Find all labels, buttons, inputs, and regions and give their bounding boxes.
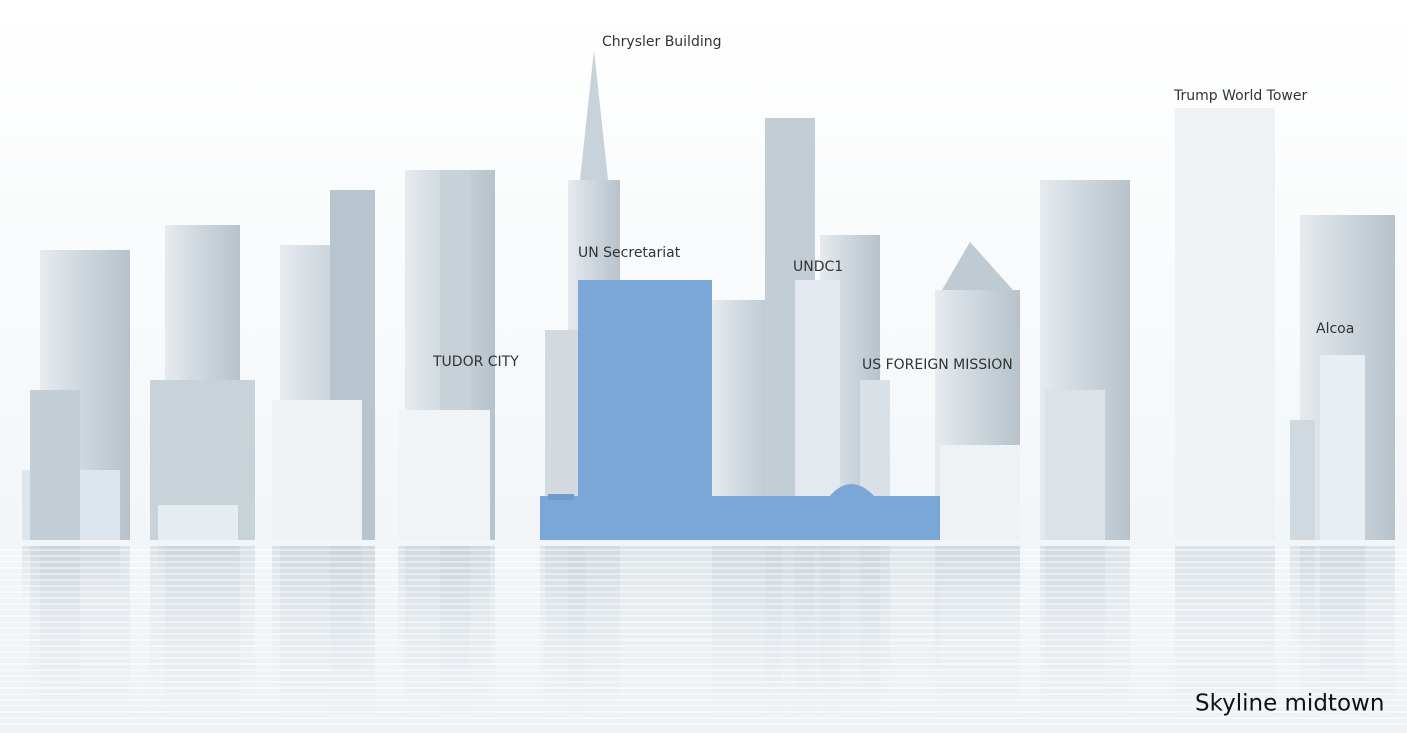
building <box>940 445 1020 540</box>
un-low-block <box>540 496 940 540</box>
building <box>158 505 238 540</box>
building-label: UN Secretariat <box>578 245 681 261</box>
caption: Skyline midtown <box>1195 691 1384 717</box>
reflections <box>0 546 1407 725</box>
building <box>1290 420 1315 540</box>
building <box>398 410 490 540</box>
building-label: UNDC1 <box>793 259 843 275</box>
building-label: Chrysler Building <box>602 34 722 50</box>
building-reflection <box>1290 546 1315 666</box>
buildings <box>22 50 1395 540</box>
un-roof-detail <box>548 494 574 500</box>
building-label: US FOREIGN MISSION <box>862 357 1013 373</box>
building-reflection <box>1045 546 1105 696</box>
building <box>272 400 362 540</box>
building-reflection <box>940 546 1020 641</box>
un-reflection <box>540 546 940 696</box>
building-reflection <box>30 546 80 696</box>
un-dome <box>828 484 876 498</box>
building-label: Alcoa <box>1316 321 1354 337</box>
building-label: Trump World Tower <box>1173 88 1307 104</box>
building <box>1175 108 1275 540</box>
building <box>30 390 80 540</box>
un-complex <box>540 280 940 540</box>
building <box>1320 355 1365 540</box>
chrysler-spire <box>580 50 608 180</box>
building-reflection <box>158 546 238 581</box>
building-reflection <box>398 546 490 676</box>
mission-peak <box>942 242 1013 290</box>
building <box>1045 390 1105 540</box>
building-label: TUDOR CITY <box>432 354 519 370</box>
